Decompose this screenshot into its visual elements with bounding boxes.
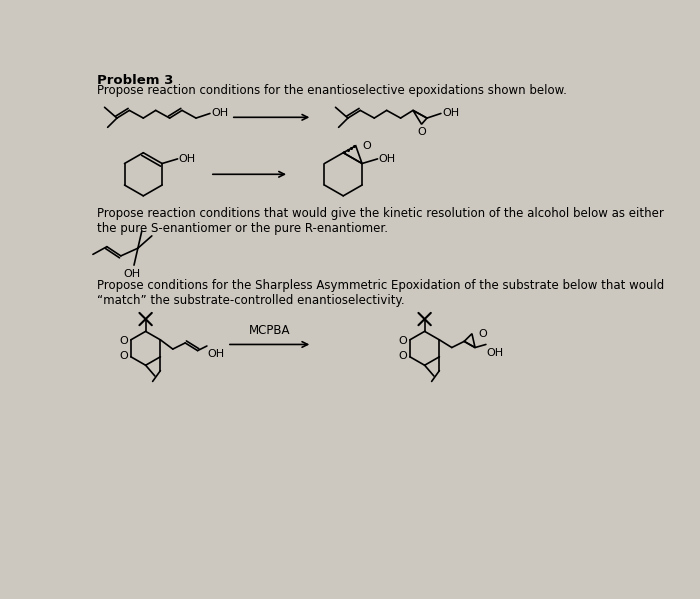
Text: OH: OH: [442, 108, 460, 119]
Text: OH: OH: [123, 269, 140, 279]
Text: O: O: [417, 126, 426, 137]
Text: OH: OH: [378, 154, 395, 164]
Text: Propose conditions for the Sharpless Asymmetric Epoxidation of the substrate bel: Propose conditions for the Sharpless Asy…: [97, 279, 664, 307]
Text: Propose reaction conditions for the enantioselective epoxidations shown below.: Propose reaction conditions for the enan…: [97, 84, 567, 97]
Text: Problem 3: Problem 3: [97, 74, 173, 87]
Text: O: O: [399, 335, 407, 346]
Text: O: O: [120, 351, 129, 361]
Text: O: O: [362, 141, 371, 151]
Text: MCPBA: MCPBA: [249, 324, 290, 337]
Text: O: O: [478, 329, 487, 338]
Text: O: O: [120, 335, 129, 346]
Text: Propose reaction conditions that would give the kinetic resolution of the alcoho: Propose reaction conditions that would g…: [97, 207, 664, 235]
Text: OH: OH: [486, 347, 504, 358]
Text: O: O: [399, 351, 407, 361]
Text: OH: OH: [211, 108, 229, 119]
Text: OH: OH: [208, 349, 225, 359]
Text: OH: OH: [178, 154, 195, 164]
